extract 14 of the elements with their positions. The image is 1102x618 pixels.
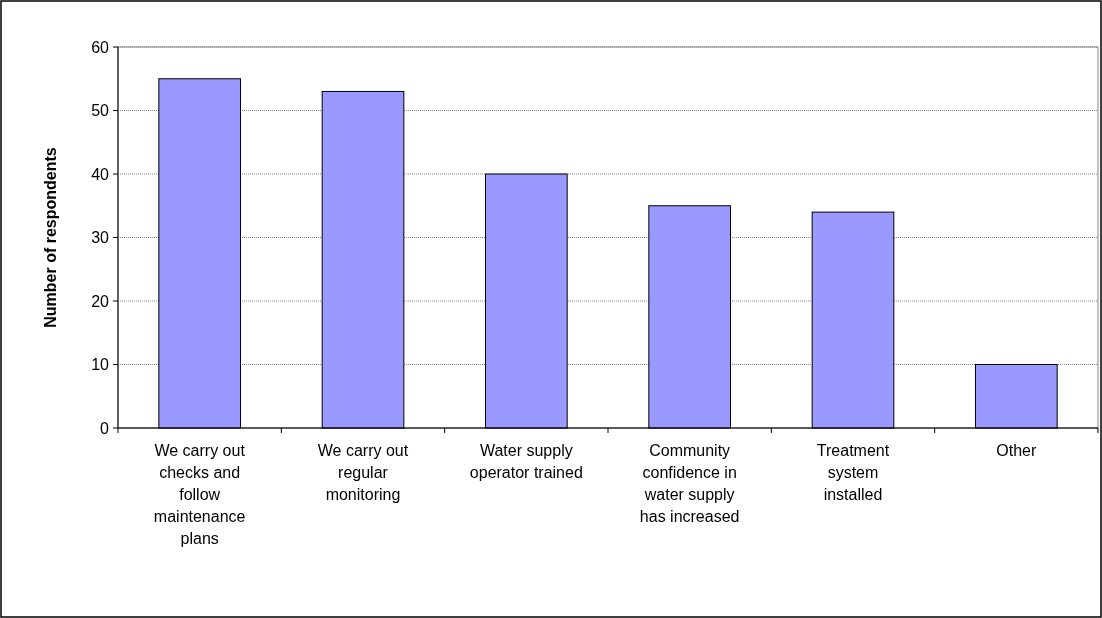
x-tick-label: We carry out checks and follow maintenance plans (153, 442, 246, 547)
y-tick-label: 60 (91, 38, 110, 56)
y-tick-label: 0 (100, 419, 110, 437)
y-tick-label: 30 (91, 229, 110, 247)
x-tick-label: Treatment system installed (816, 442, 890, 503)
y-axis-title: Number of respondents (42, 147, 59, 328)
y-tick-label: 40 (91, 165, 110, 183)
x-tick-label: Community confidence in water supply has increased (639, 442, 740, 525)
y-tick-label: 20 (91, 292, 110, 310)
y-tick-label: 10 (91, 356, 110, 374)
y-tick-label: 50 (91, 102, 110, 120)
x-tick-label: Other (996, 442, 1038, 459)
x-tick-label: Water supply operator trained (469, 442, 583, 481)
x-tick-label: We carry out regular monitoring (317, 442, 409, 503)
